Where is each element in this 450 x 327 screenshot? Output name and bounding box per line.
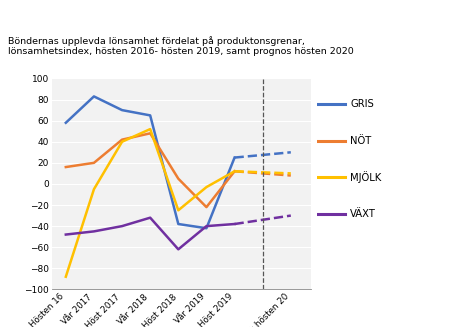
Text: VÄXT: VÄXT — [350, 209, 376, 219]
Text: NÖT: NÖT — [350, 136, 371, 146]
Text: GRIS: GRIS — [350, 99, 374, 109]
Text: Böndernas upplevda lönsamhet fördelat på produktonsgrenar,
lönsamhetsindex, höst: Böndernas upplevda lönsamhet fördelat på… — [8, 36, 354, 56]
Text: DIAGRAM 2: DIAGRAM 2 — [8, 12, 87, 26]
Text: MJÖLK: MJÖLK — [350, 171, 381, 183]
